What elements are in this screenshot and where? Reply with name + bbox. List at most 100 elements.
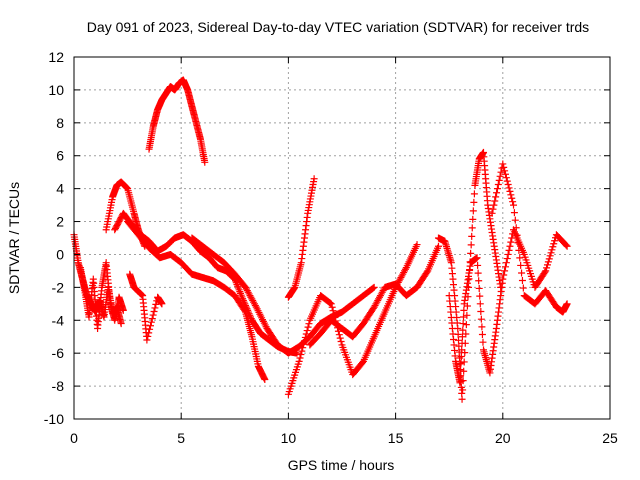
data-point [457,359,465,367]
series-afternoon-upper [188,234,378,357]
data-point [201,158,209,166]
data-point [335,331,343,339]
y-tick-label: -4 [52,312,65,328]
y-tick-label: -2 [52,279,65,295]
data-point [505,184,513,192]
data-point [151,304,159,312]
data-point [296,354,304,362]
data-point [500,271,508,279]
y-tick-label: 10 [48,82,64,98]
x-tick-label: 20 [495,430,511,446]
data-point [462,321,470,329]
data-point [494,181,502,189]
data-point [303,327,311,335]
data-point [143,336,151,344]
data-point [493,189,501,197]
data-point [158,300,166,308]
data-marks [70,76,571,403]
data-point [295,357,303,365]
data-point [152,300,160,308]
y-tick-label: 0 [56,246,64,262]
data-point [550,240,558,248]
data-point [544,258,552,266]
data-point [300,340,308,348]
data-point [507,238,515,246]
data-point [503,255,511,263]
data-point [514,239,522,247]
y-tick-label: 2 [56,214,64,230]
series-night-tail [488,160,571,316]
data-point [467,241,475,249]
data-point [468,232,476,240]
data-point [474,261,482,269]
data-point [500,163,508,171]
data-point [473,254,481,262]
data-point [401,265,409,273]
data-point [458,339,466,347]
data-point [328,303,336,311]
data-point [562,241,570,249]
data-point [369,284,377,292]
data-point [336,334,344,342]
data-point [506,242,514,250]
data-point [299,344,307,352]
data-point [413,241,421,249]
data-point [330,310,338,318]
data-point [241,307,249,315]
data-point [469,215,477,223]
data-point [456,372,464,380]
data-point [499,160,507,168]
data-point [119,306,127,314]
series-daytime-peak [145,76,209,166]
y-tick-label: -6 [52,345,65,361]
data-point [147,318,155,326]
data-point [493,185,501,193]
series-scattered-dips [126,270,166,344]
data-point [434,242,442,250]
data-point [515,246,523,254]
data-point [458,389,466,397]
data-point [488,209,496,217]
y-tick-label: 4 [56,181,64,197]
data-point [476,292,484,300]
data-point [548,246,556,254]
data-point [479,338,487,346]
data-point [297,351,305,359]
data-point [146,322,154,330]
data-point [326,299,334,307]
data-point [298,347,306,355]
data-point [470,198,478,206]
data-point [490,201,498,209]
series-evening-mid [306,242,442,349]
data-point [475,284,483,292]
data-point [300,337,308,345]
x-axis: 0 5 10 15 20 25 [70,57,618,446]
data-point [510,209,518,217]
y-tick-label: -10 [44,411,64,427]
y-tick-label: 12 [48,49,64,65]
data-point [137,290,145,298]
data-point [504,181,512,189]
x-tick-label: 15 [388,430,404,446]
data-point [459,326,467,334]
data-point [501,267,509,275]
data-point [460,367,468,375]
data-point [543,264,551,272]
data-point [146,325,154,333]
data-point [474,269,482,277]
data-point [513,231,521,239]
data-point [542,267,550,275]
data-point [150,307,158,315]
data-point [477,315,485,323]
data-point [148,315,156,323]
data-point [549,243,557,251]
data-point [491,197,499,205]
data-point [456,379,464,387]
data-point [144,332,152,340]
data-point [304,323,312,331]
data-point [476,300,484,308]
x-tick-label: 5 [177,430,185,446]
series-late-rise [284,175,318,301]
data-point [459,320,467,328]
data-point [543,261,551,269]
